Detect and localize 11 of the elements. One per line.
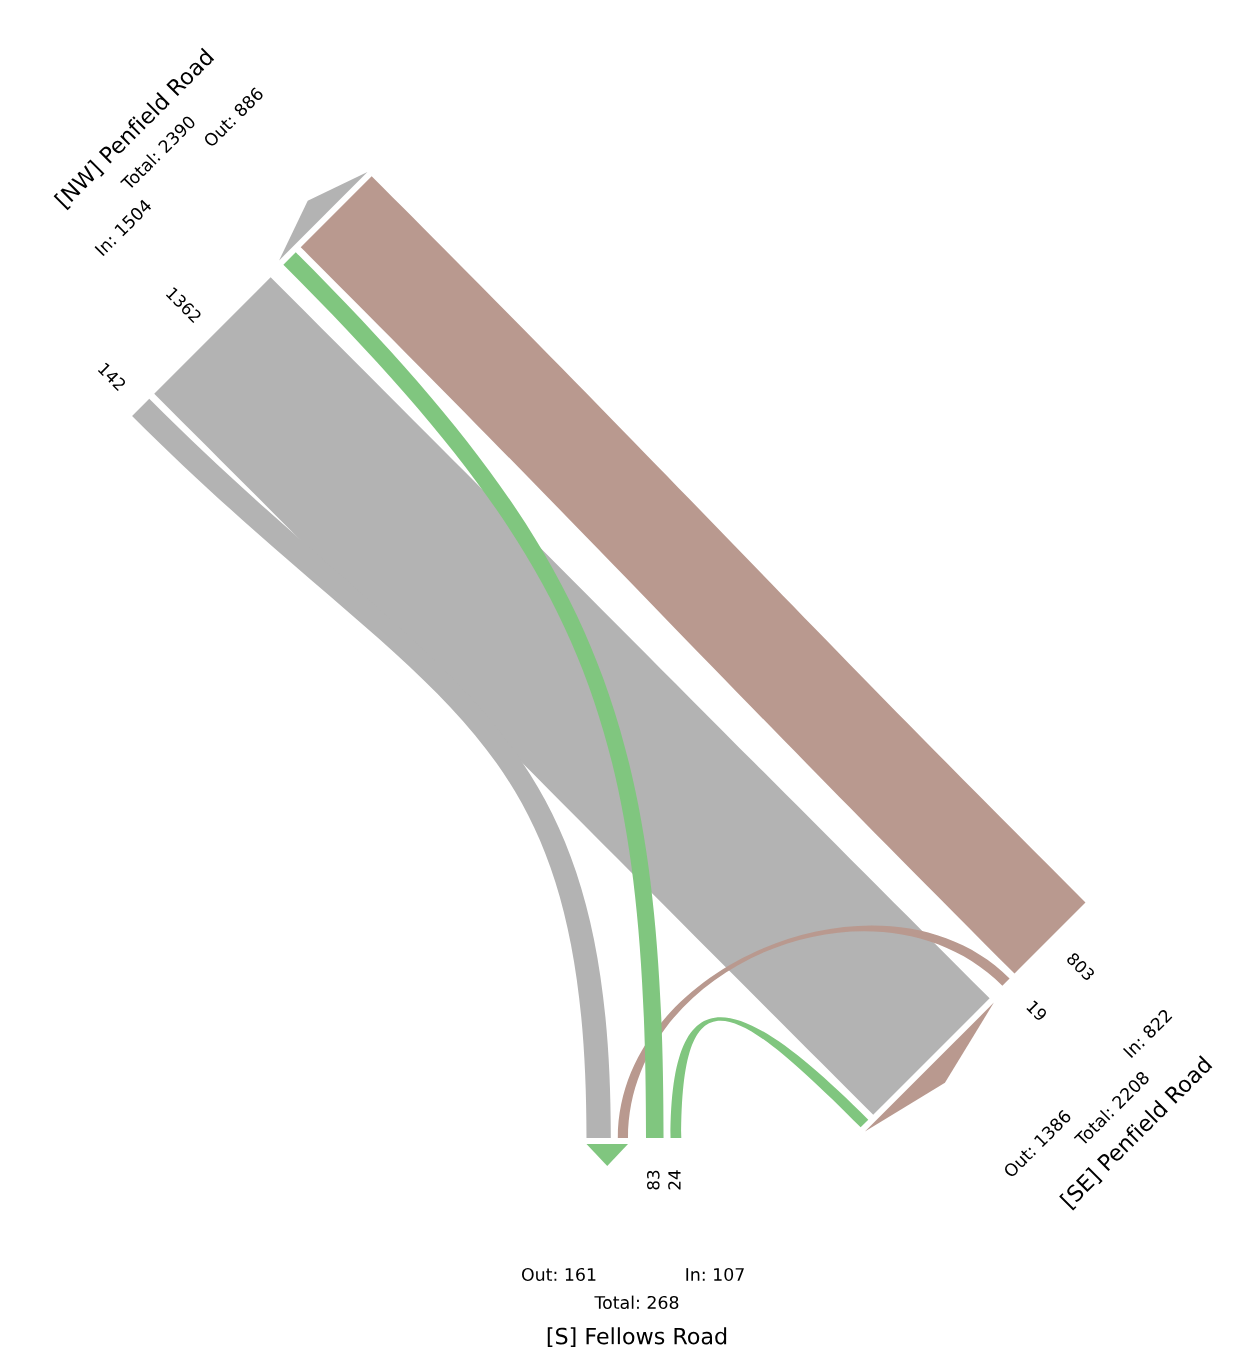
data-label: 803 (1065, 951, 1096, 982)
data-label: 142 (97, 362, 127, 391)
text: In: 107 (686, 1267, 744, 1282)
data-label: 19 (1026, 1000, 1048, 1022)
text: Out: 886 (202, 86, 265, 148)
text: In: 822 (1122, 1008, 1173, 1059)
text: Total: 268 (594, 1295, 679, 1310)
data-label: 83 (647, 1170, 660, 1190)
category-label: [S] Fellows Road (547, 1327, 727, 1348)
text: Out: 161 (521, 1267, 596, 1282)
data-label: 24 (668, 1170, 681, 1190)
